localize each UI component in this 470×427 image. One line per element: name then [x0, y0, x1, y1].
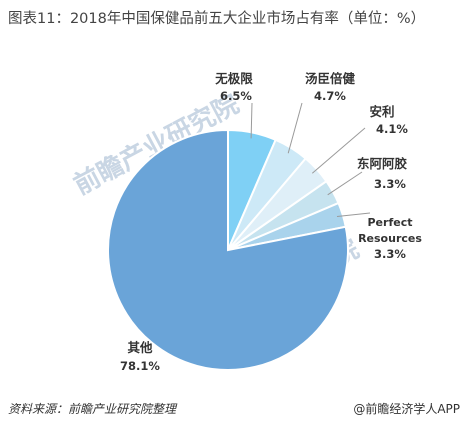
slice-label: 汤臣倍健 [305, 71, 356, 86]
leader-line [311, 127, 366, 174]
slice-label: Resources [358, 232, 422, 245]
leader-line [250, 102, 253, 139]
slice-label: 安利 [369, 104, 394, 119]
slice-label: Perfect [368, 216, 413, 229]
pie-slice [107, 128, 349, 371]
slice-label: 无极限 [214, 71, 253, 86]
brand-credit: @前瞻经济学人APP [353, 402, 460, 416]
slice-value-label: 4.7% [314, 89, 346, 103]
leader-line [336, 212, 371, 217]
leader-line [327, 171, 363, 196]
leader-line [287, 102, 303, 154]
slice-label: 东阿阿胶 [357, 156, 408, 171]
source-note: 资料来源：前瞻产业研究院整理 [8, 402, 177, 416]
slice-value-label: 3.3% [374, 177, 406, 191]
slice-value-label: 3.3% [374, 247, 406, 261]
chart-title: 图表11：2018年中国保健品前五大企业市场占有率（单位：%） [8, 11, 426, 27]
slice-value-label: 6.5% [220, 89, 252, 103]
slice-label: 其他 [127, 340, 153, 355]
slice-value-label: 4.1% [376, 122, 408, 136]
slice-value-label: 78.1% [120, 359, 160, 373]
